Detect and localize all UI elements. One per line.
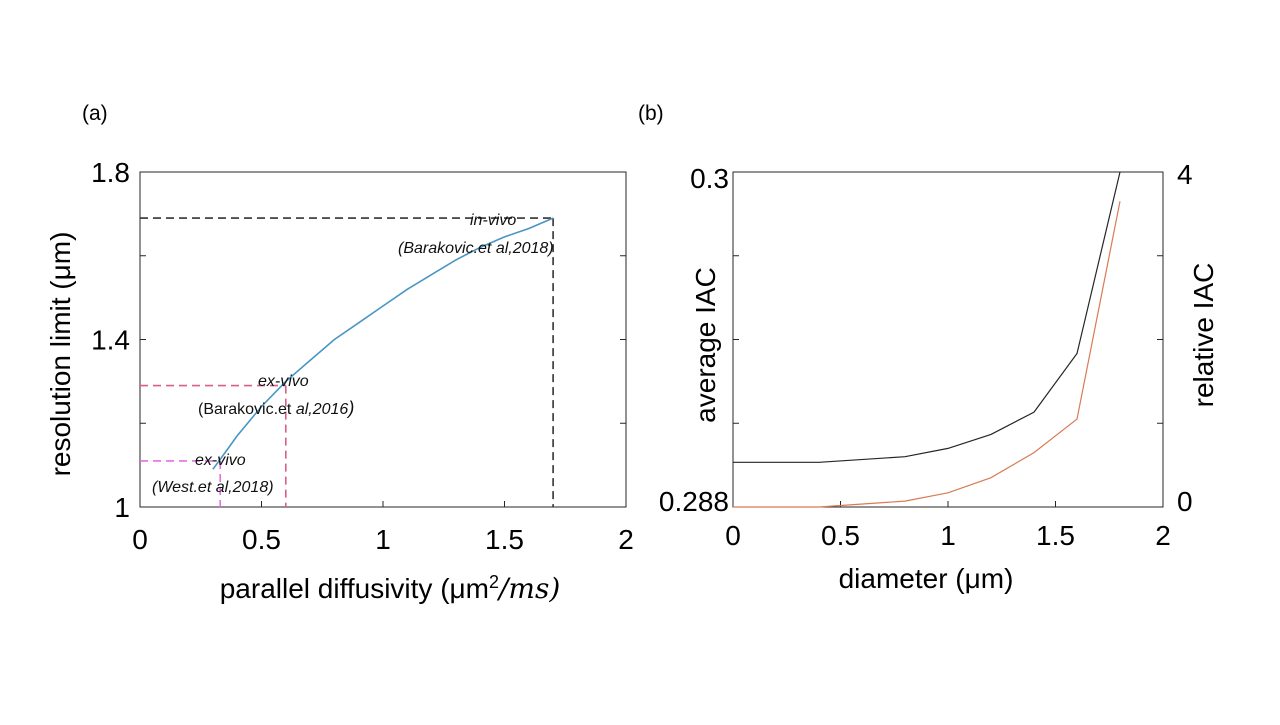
panel-b-x-tick-label: 0 bbox=[725, 520, 741, 551]
annotation-ex-vivo-2016-ref-year: al,2016 bbox=[296, 401, 349, 418]
panel-b: (b) 0 0.5 1 1.5 2 0.288 0.3 0 4 diameter (μm) av… bbox=[638, 102, 1219, 594]
panel-a-guides bbox=[140, 217, 554, 507]
panel-b-y-right-tick-label-top: 4 bbox=[1177, 159, 1193, 190]
series-resolution-limit-line bbox=[212, 217, 554, 470]
panel-a-y-tick-label: 1.8 bbox=[91, 157, 130, 188]
panel-b-label: (b) bbox=[638, 102, 664, 125]
panel-b-y-right-tick-label-bottom: 0 bbox=[1177, 486, 1193, 517]
panel-a-y-axis-label: resolution limit (μm) bbox=[45, 232, 76, 477]
annotation-ex-vivo-2016-ref: (Barakovic.et al,2016) bbox=[198, 398, 354, 418]
panel-b-y-left-tick-label-bottom: 0.288 bbox=[659, 486, 729, 517]
panel-a-x-axis-label-sup: 2 bbox=[489, 572, 499, 592]
panel-b-series bbox=[733, 171, 1121, 508]
panel-a-x-tick-label: 0.5 bbox=[242, 524, 281, 555]
annotation-in-vivo-ref: (Barakovic.et al,2018) bbox=[398, 240, 554, 257]
series-relative-iac-line bbox=[733, 201, 1121, 508]
annotation-ex-vivo-2016-ref-close: ) bbox=[346, 398, 354, 418]
panel-a-x-axis-label-main: parallel diffusivity (μm bbox=[220, 573, 489, 604]
panel-b-y-axis-left-label: average IAC bbox=[690, 267, 721, 423]
panel-b-x-axis-label: diameter (μm) bbox=[839, 563, 1014, 594]
panel-b-x-tick-label: 0.5 bbox=[821, 520, 860, 551]
panel-a: (a) 0 0.5 1 1.5 2 1 1.4 1.8 in-vivo (Barakovic.… bbox=[45, 102, 634, 605]
panel-a-ticks: 0 0.5 1 1.5 2 1 1.4 1.8 bbox=[91, 157, 634, 555]
panel-a-series bbox=[212, 217, 554, 470]
panel-b-x-tick-label: 1.5 bbox=[1036, 520, 1075, 551]
annotation-ex-vivo-2016-ref-authors: (Barakovic.et bbox=[198, 401, 296, 418]
panel-a-x-tick-label: 0 bbox=[132, 524, 148, 555]
annotation-ex-vivo-2016-title: ex-vivo bbox=[258, 373, 309, 390]
panel-a-y-tick-label: 1.4 bbox=[91, 325, 130, 356]
annotation-ex-vivo-2018-title: ex-vivo bbox=[195, 452, 246, 469]
panel-a-x-axis-label-unit: /ms) bbox=[496, 572, 560, 605]
panel-b-y-axis-right-label: relative IAC bbox=[1188, 263, 1219, 408]
panel-b-y-left-tick-label-top: 0.3 bbox=[690, 163, 729, 194]
panel-b-x-tick-label: 2 bbox=[1155, 520, 1171, 551]
panel-b-frame bbox=[732, 171, 1164, 508]
panel-a-x-tick-label: 2 bbox=[618, 524, 634, 555]
panel-a-y-tick-label: 1 bbox=[114, 492, 130, 523]
panel-a-x-tick-label: 1 bbox=[375, 524, 391, 555]
panel-b-ticks: 0 0.5 1 1.5 2 0.288 0.3 0 4 bbox=[659, 159, 1193, 551]
annotation-ex-vivo-2018-ref: (West.et al,2018) bbox=[152, 479, 274, 496]
panel-a-x-axis-label: parallel diffusivity (μm2/ms) bbox=[220, 572, 561, 605]
series-average-iac-line bbox=[733, 171, 1121, 463]
panel-a-x-tick-label: 1.5 bbox=[485, 524, 524, 555]
panel-a-label: (a) bbox=[82, 102, 108, 125]
annotation-in-vivo-title: in-vivo bbox=[470, 212, 516, 229]
panel-b-x-tick-label: 1 bbox=[940, 520, 956, 551]
